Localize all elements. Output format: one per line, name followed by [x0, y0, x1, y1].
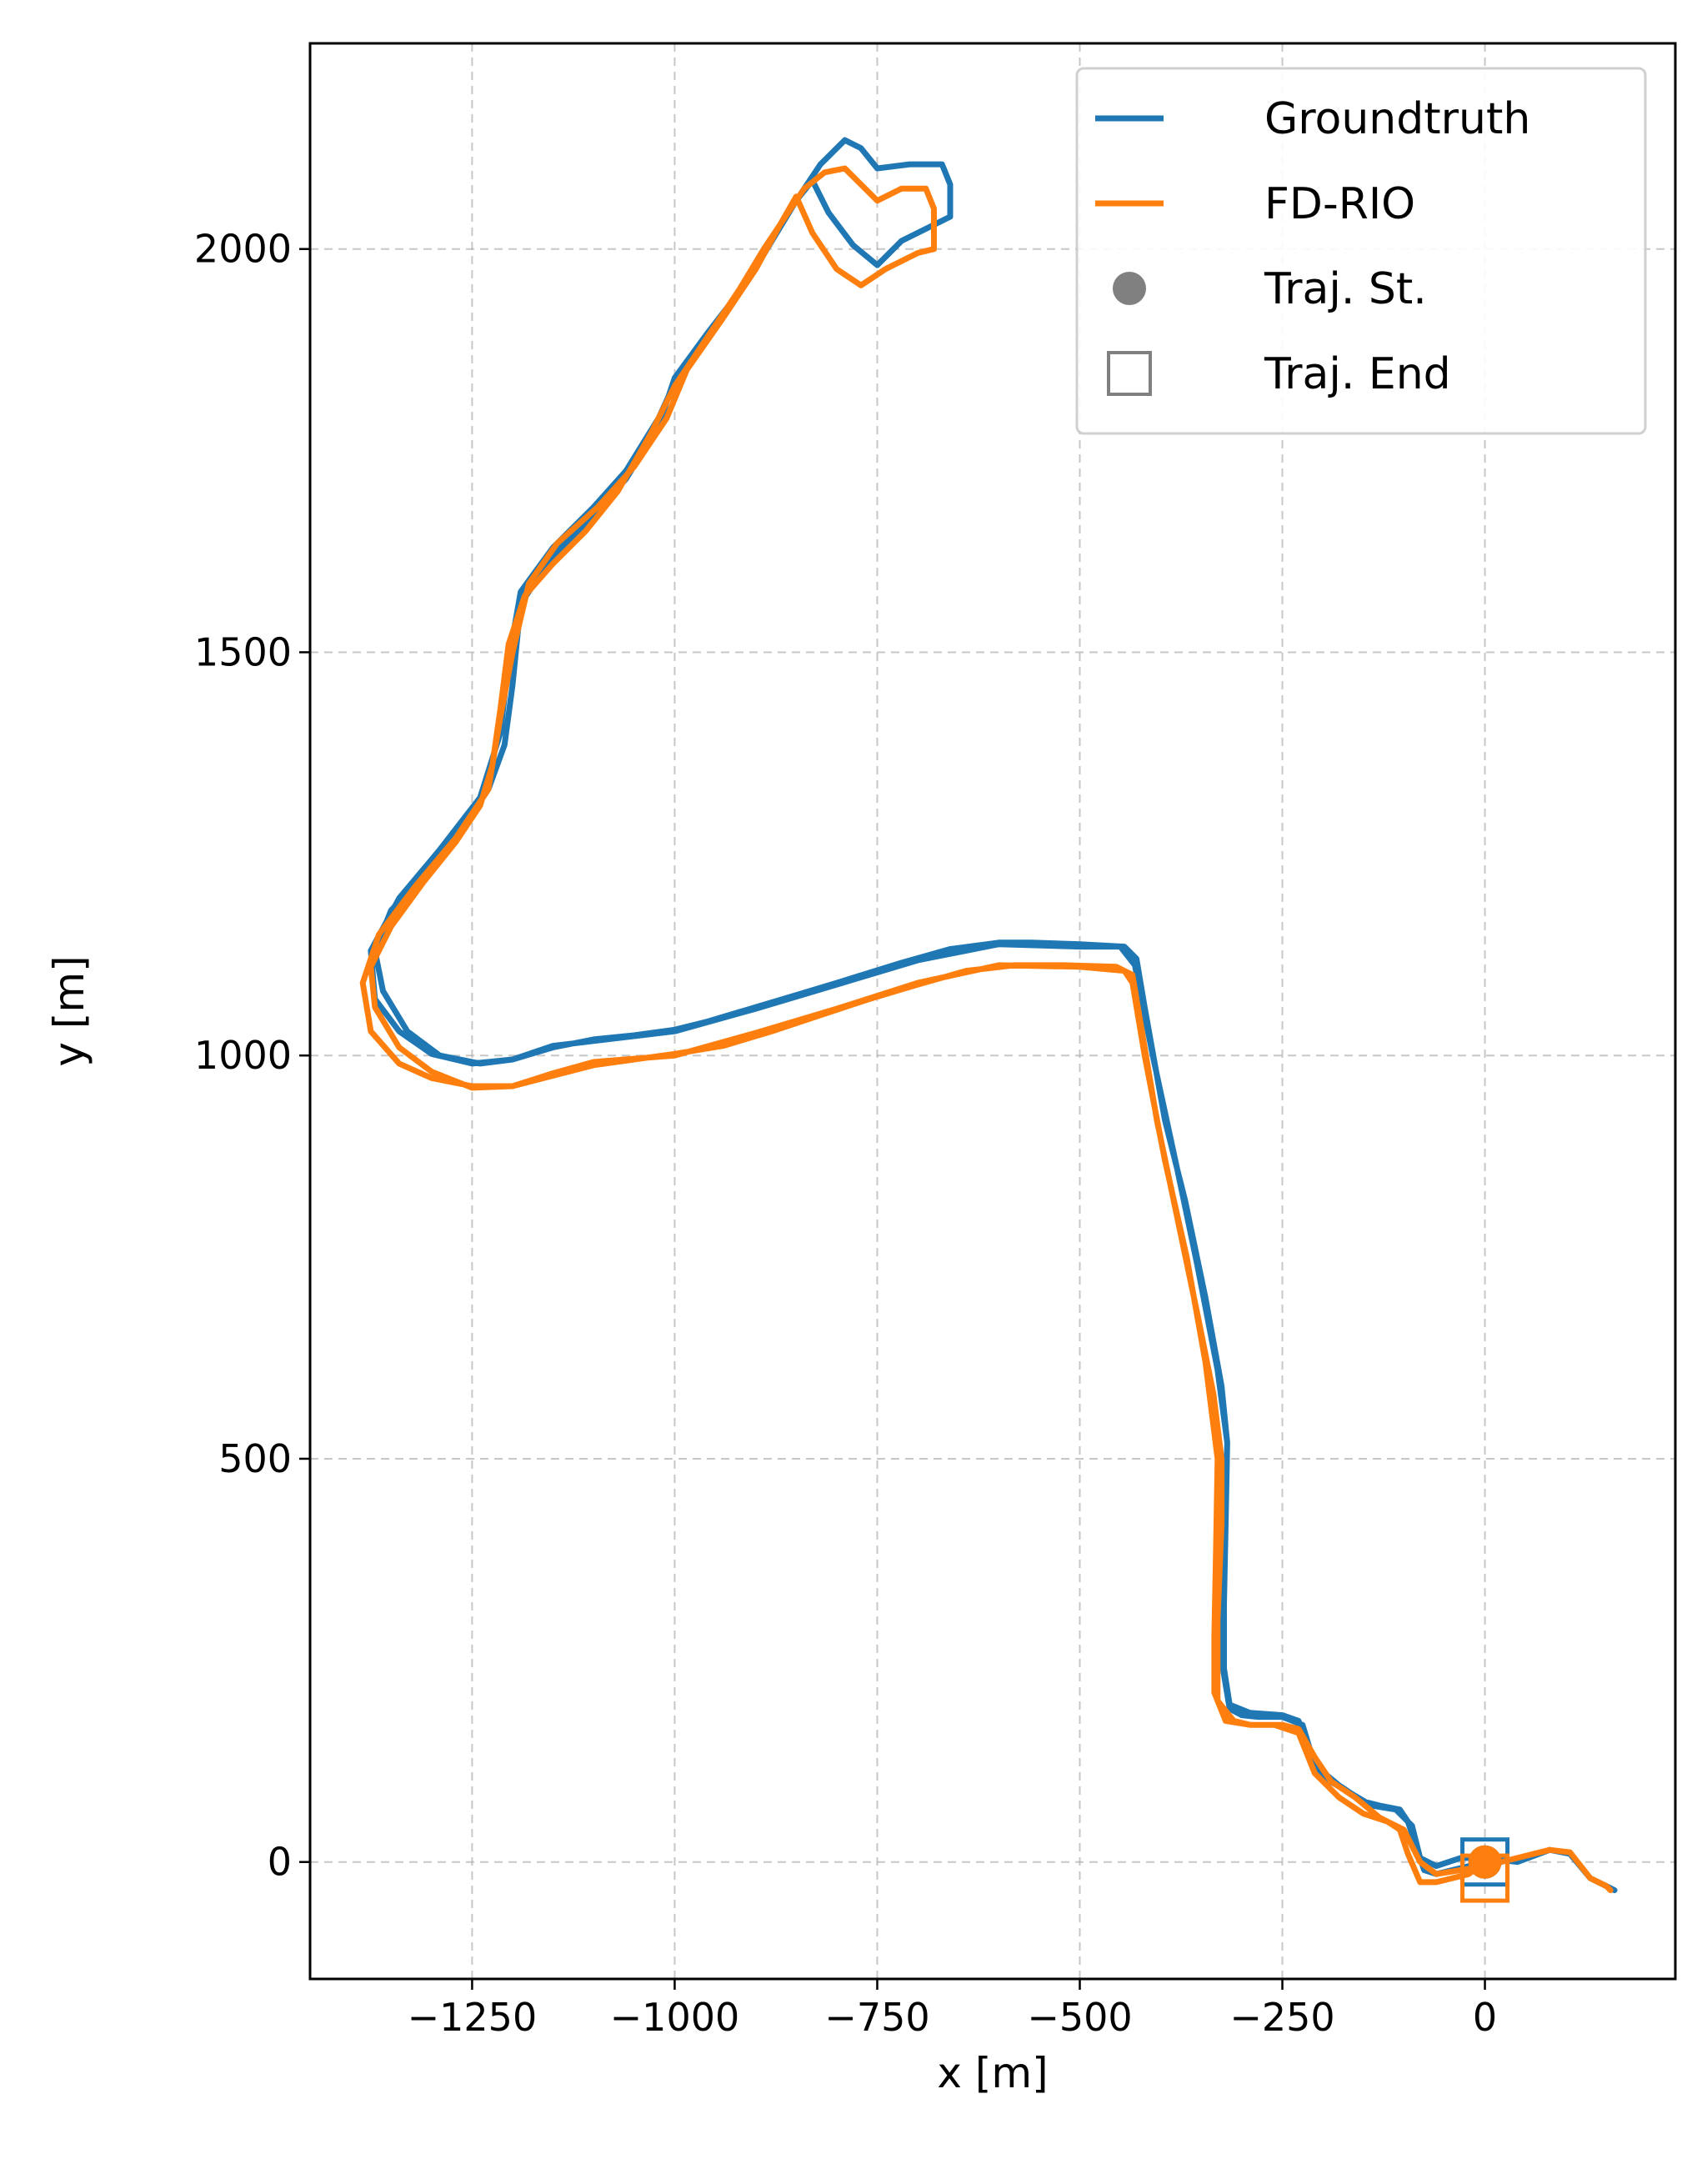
legend-label: Traj. St.	[1264, 264, 1427, 314]
legend-box	[1075, 67, 1647, 435]
start-marker	[1468, 1845, 1502, 1879]
x-tick-label: −250	[1229, 1995, 1334, 2040]
y-tick-label: 1000	[194, 1033, 292, 1078]
x-axis-label: x [m]	[937, 2049, 1048, 2097]
y-axis-label: y [m]	[45, 955, 93, 1066]
x-tick-label: −500	[1027, 1995, 1132, 2040]
y-tick-label: 500	[218, 1436, 292, 1481]
axis-ticks: −1250 −1000 −750 −500 −250 0 0 500 1000 1500 2000	[194, 227, 1497, 2040]
series-line-fd-rio	[359, 165, 1614, 1894]
legend-swatch-square	[1107, 351, 1152, 396]
legend-swatch-circle	[1113, 272, 1146, 305]
series-lines	[359, 137, 1618, 1894]
x-tick-label: −1250	[408, 1995, 538, 2040]
y-tick-label: 0	[268, 1840, 292, 1885]
x-tick-label: −750	[824, 1995, 929, 2040]
legend: Groundtruth FD-RIO Traj. St. Traj. End	[1075, 67, 1647, 435]
legend-label: Traj. End	[1264, 349, 1451, 399]
x-tick-label: −1000	[610, 1995, 740, 2040]
legend-label: FD-RIO	[1264, 179, 1415, 229]
y-tick-label: 2000	[194, 227, 292, 272]
series-line-groundtruth	[368, 137, 1618, 1894]
x-tick-label: 0	[1473, 1995, 1497, 2040]
trajectory-markers	[1460, 1837, 1510, 1903]
legend-label: Groundtruth	[1264, 94, 1530, 144]
y-tick-label: 1500	[194, 629, 292, 674]
plot-frame	[308, 42, 1677, 1981]
